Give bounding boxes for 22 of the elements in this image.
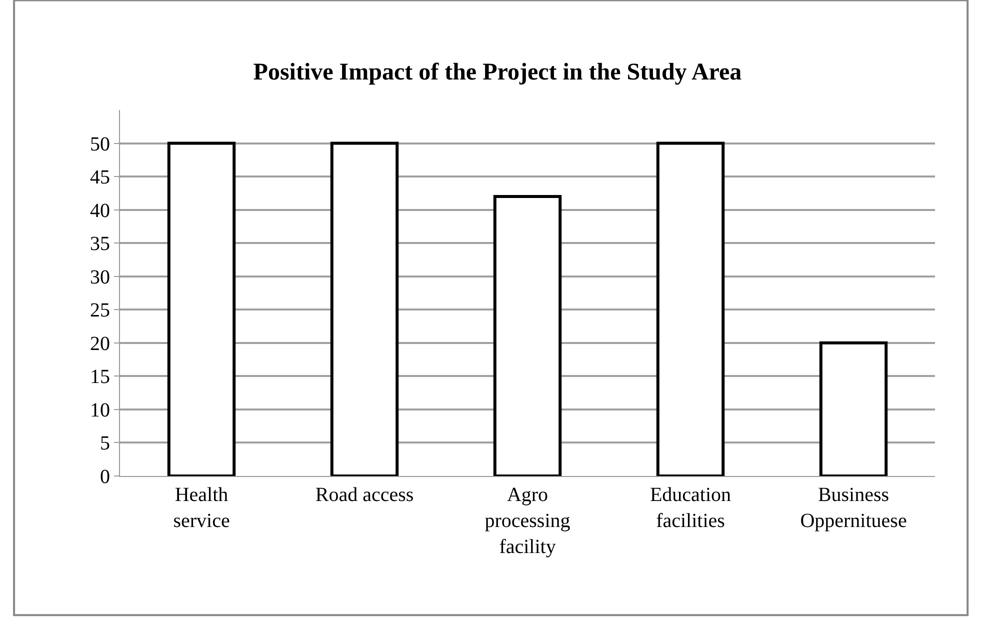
- y-tick-label: 45: [90, 166, 110, 189]
- bar: [493, 195, 562, 476]
- x-tick-label: Health service: [173, 484, 230, 532]
- y-tick-label: 30: [90, 266, 110, 288]
- chart-title: Positive Impact of the Project in the Study Area: [253, 59, 742, 86]
- bar: [167, 142, 236, 476]
- y-tick-label: 50: [90, 133, 110, 156]
- y-tick-label: 25: [90, 300, 110, 322]
- y-tick-label: 15: [90, 366, 110, 388]
- y-tick-label: 20: [90, 332, 110, 355]
- x-tick-label: Agro processing facility: [484, 484, 570, 558]
- bar: [656, 142, 725, 476]
- bar: [330, 142, 399, 476]
- x-tick-label: Business Oppernituese: [800, 484, 907, 532]
- x-tick-label: Road access: [315, 484, 414, 506]
- y-tick-label: 40: [90, 200, 110, 222]
- x-tick-label: Education facilities: [650, 484, 732, 532]
- y-tick-label: 35: [90, 233, 110, 256]
- bar: [819, 341, 888, 476]
- y-tick-label: 0: [100, 466, 110, 488]
- y-tick-label: 10: [90, 399, 110, 422]
- y-tick-label: 5: [100, 432, 110, 455]
